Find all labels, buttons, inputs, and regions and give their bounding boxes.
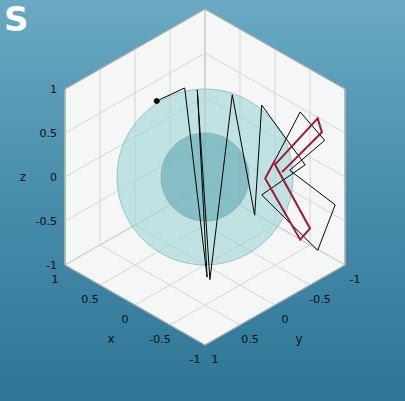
svg-text:-1: -1 bbox=[46, 259, 57, 272]
svg-text:-1: -1 bbox=[190, 353, 201, 366]
svg-text:0: 0 bbox=[282, 313, 289, 326]
svg-text:0.5: 0.5 bbox=[40, 127, 58, 140]
svg-text:-0.5: -0.5 bbox=[149, 333, 170, 346]
svg-text:1: 1 bbox=[212, 353, 219, 366]
svg-text:z: z bbox=[20, 170, 26, 184]
svg-text:x: x bbox=[107, 332, 114, 346]
svg-text:-0.5: -0.5 bbox=[36, 215, 57, 228]
svg-text:0.5: 0.5 bbox=[81, 293, 99, 306]
svg-text:1: 1 bbox=[52, 273, 59, 286]
svg-text:1: 1 bbox=[50, 83, 57, 96]
svg-text:-1: -1 bbox=[350, 273, 361, 286]
svg-text:-0.5: -0.5 bbox=[309, 293, 330, 306]
svg-text:y: y bbox=[295, 332, 302, 346]
svg-text:S: S bbox=[4, 0, 29, 39]
svg-text:0: 0 bbox=[50, 171, 57, 184]
svg-text:0.5: 0.5 bbox=[241, 333, 259, 346]
svg-text:0: 0 bbox=[122, 313, 129, 326]
